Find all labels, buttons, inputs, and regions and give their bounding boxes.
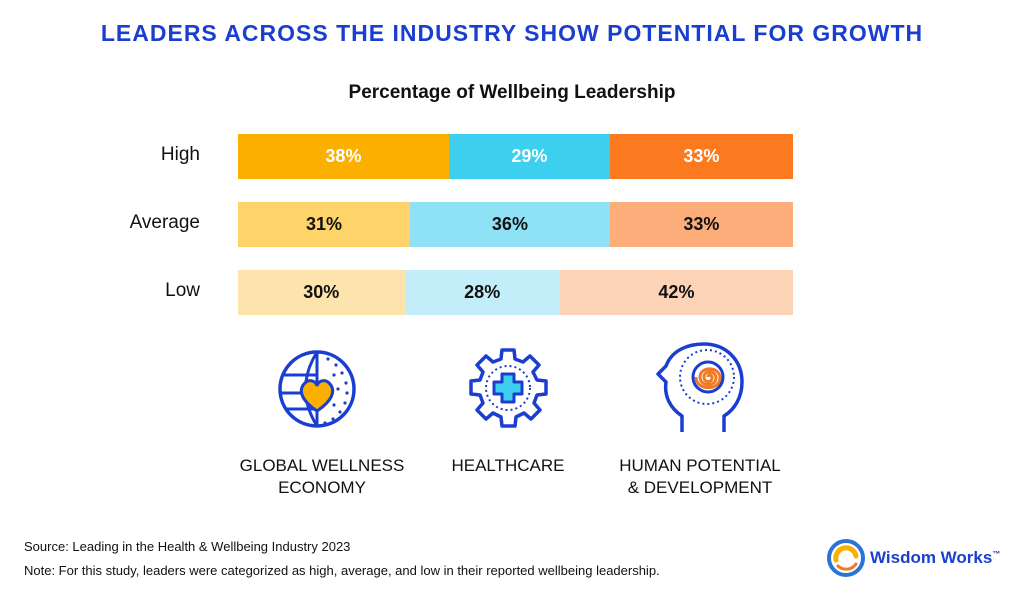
category-label-human-potential: HUMAN POTENTIAL & DEVELOPMENT [619, 456, 781, 497]
bar-segment: 36% [410, 202, 610, 247]
data-label: 33% [683, 146, 720, 166]
row-label-average: Average [129, 212, 200, 233]
bar-segment: 29% [448, 134, 610, 179]
headline: LEADERS ACROSS THE INDUSTRY SHOW POTENTI… [100, 20, 924, 46]
row-label-low: Low [165, 280, 200, 301]
source-note: Source: Leading in the Health & Wellbein… [24, 539, 351, 554]
bar-segment: 38% [238, 134, 449, 179]
bar-segment: 33% [609, 202, 793, 247]
bar-segment: 31% [238, 202, 411, 247]
data-label: 28% [464, 282, 501, 302]
row-label-high: High [160, 144, 200, 165]
category-label-healthcare: HEALTHCARE [451, 456, 565, 475]
wisdom-works-logo: Wisdom Works™ [826, 538, 1000, 578]
head-spiral-icon [656, 342, 744, 432]
bar-segment: 30% [238, 270, 405, 315]
bar-segment: 28% [404, 270, 560, 315]
gear-cross-icon [469, 348, 548, 428]
bar-segment: 33% [609, 134, 793, 179]
category-label-global-wellness: GLOBAL WELLNESS ECONOMY [239, 456, 405, 497]
chart-title: Percentage of Wellbeing Leadership [348, 82, 676, 103]
study-note: Note: For this study, leaders were categ… [24, 563, 660, 578]
data-label: 42% [658, 282, 695, 302]
logo-swirl-icon [827, 539, 865, 577]
bar-row-low: 30% 28% 42% [238, 270, 793, 315]
bar-row-high: 38% 29% 33% [238, 134, 793, 179]
data-label: 33% [683, 214, 720, 234]
data-label: 30% [303, 282, 340, 302]
data-label: 29% [511, 146, 548, 166]
data-label: 36% [491, 214, 528, 234]
data-label: 38% [325, 146, 362, 166]
globe-heart-icon [278, 350, 356, 428]
bar-segment: 42% [559, 270, 793, 315]
logo-text: Wisdom Works™ [870, 548, 1001, 567]
data-label: 31% [306, 214, 343, 234]
bar-row-average: 31% 36% 33% [238, 202, 793, 247]
